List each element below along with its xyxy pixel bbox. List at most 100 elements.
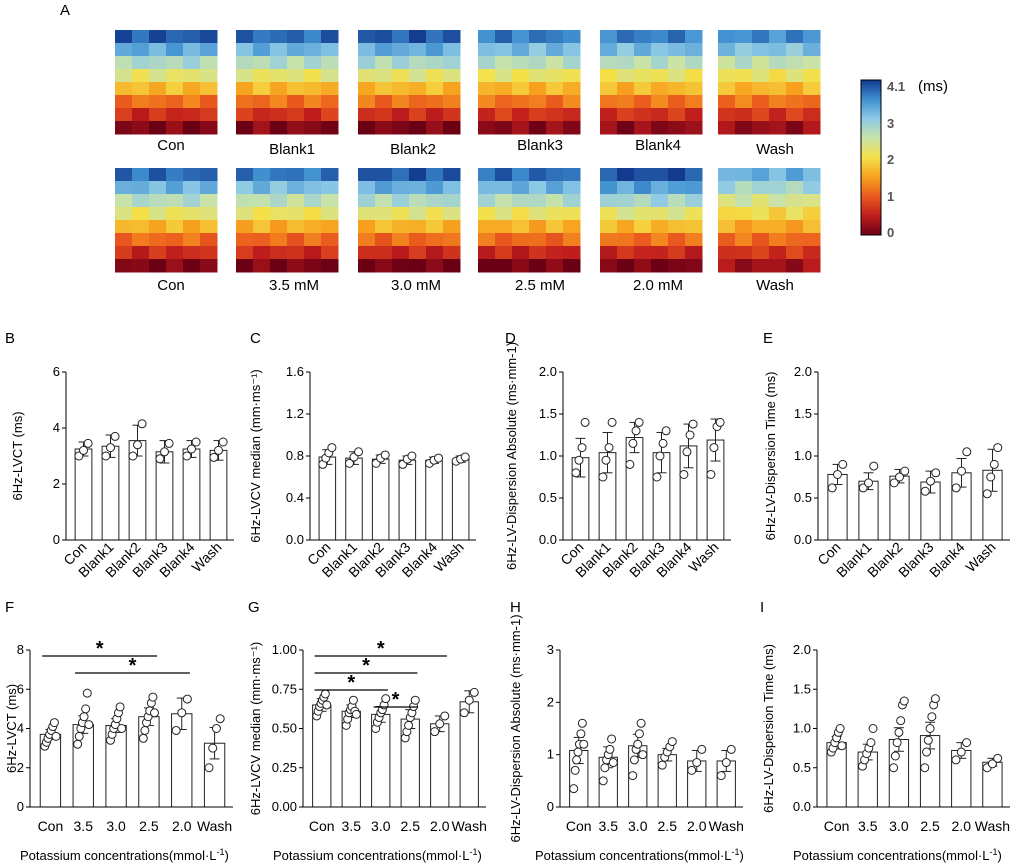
- data-point: [598, 472, 608, 482]
- heatmap-cell: [409, 207, 427, 221]
- heatmap-cell: [617, 181, 635, 195]
- heatmap-cell: [149, 95, 167, 109]
- bar: [345, 457, 363, 541]
- heatmap-cell: [735, 220, 753, 234]
- heatmap-cell: [304, 69, 322, 83]
- heatmap-cell: [718, 43, 736, 57]
- y-tick-label: 1.0: [793, 721, 811, 736]
- x-tick-label: 3.5: [858, 818, 878, 834]
- heatmap-cell: [236, 194, 254, 208]
- heatmap-cell: [236, 220, 254, 234]
- heatmap-cell: [166, 121, 184, 135]
- data-point: [892, 738, 902, 748]
- heatmap-cell: [546, 233, 564, 247]
- heatmap-cell: [236, 30, 254, 44]
- data-point: [925, 724, 935, 733]
- heatmap-cell: [685, 69, 703, 83]
- svg-text:Potassium concentrations(mmol·: Potassium concentrations(mmol·L-1): [20, 847, 229, 863]
- heatmap-cell: [375, 246, 393, 260]
- data-point: [601, 455, 611, 465]
- heatmap-cell: [287, 207, 305, 221]
- heatmap-cell: [546, 181, 564, 195]
- heatmap-cell: [668, 69, 686, 83]
- data-point: [927, 712, 937, 722]
- heatmap-cell: [115, 233, 133, 247]
- heatmap-cell: [617, 121, 635, 135]
- x-tick-label: 3.5: [342, 818, 362, 834]
- heatmap-cell: [752, 259, 770, 273]
- heatmap-cell: [668, 108, 686, 122]
- data-point: [835, 724, 845, 733]
- colorbar-tick-1: 1: [887, 189, 894, 204]
- data-point: [661, 426, 671, 436]
- heatmap-cell: [304, 259, 322, 273]
- heatmap-cell: [392, 207, 410, 221]
- heatmap-cell: [651, 259, 669, 273]
- y-axis-label: 6Hz-LVCV median (mm·ms⁻¹): [248, 642, 263, 815]
- heatmap-cell: [287, 259, 305, 273]
- colorbar-unit: (ms): [918, 78, 948, 95]
- heatmap-cell: [495, 181, 513, 195]
- heatmap-cell: [287, 168, 305, 182]
- heatmap-cell: [321, 220, 339, 234]
- heatmap-cell: [718, 233, 736, 247]
- y-tick-label: 0.8: [286, 448, 304, 463]
- heatmap-cell: [495, 220, 513, 234]
- heatmap-cell: [563, 43, 581, 57]
- heatmap-cell: [409, 69, 427, 83]
- heatmap-cell: [563, 30, 581, 44]
- heatmap-cell: [253, 181, 271, 195]
- heatmap-cell: [529, 259, 547, 273]
- heatmap-cell: [752, 30, 770, 44]
- heatmap-cell: [803, 82, 821, 96]
- data-point: [628, 771, 638, 781]
- heatmap-cell: [443, 30, 461, 44]
- data-point: [868, 724, 878, 733]
- data-point: [923, 735, 933, 745]
- heatmap-cell: [392, 43, 410, 57]
- heatmap-cell: [512, 233, 530, 247]
- heatmap-cell: [409, 56, 427, 70]
- heatmap-cell: [563, 82, 581, 96]
- heatmap-cell: [200, 194, 218, 208]
- heatmap-cell: [236, 95, 254, 109]
- heatmap-cell: [287, 246, 305, 260]
- heatmap-cell: [166, 220, 184, 234]
- heatmap-cell: [443, 108, 461, 122]
- heatmap-cell: [529, 30, 547, 44]
- significance-star: *: [377, 638, 385, 660]
- data-point: [218, 437, 228, 447]
- data-point: [920, 763, 930, 773]
- data-point: [74, 731, 84, 741]
- x-tick-label: Blank4: [926, 539, 968, 581]
- heatmap-cell: [685, 168, 703, 182]
- heatmap-cell: [115, 108, 133, 122]
- data-point: [715, 417, 725, 427]
- heatmap-cell: [321, 56, 339, 70]
- data-point: [986, 472, 996, 482]
- data-point: [209, 452, 219, 462]
- data-point: [211, 724, 221, 733]
- data-point: [962, 447, 972, 457]
- heatmap-cell: [563, 108, 581, 122]
- data-point: [685, 430, 695, 440]
- heatmap-cell: [529, 121, 547, 135]
- heatmap-cell: [617, 56, 635, 70]
- y-axis-label: 6Hz-LV-Dispersion Absolute (ms·mm-1): [504, 342, 519, 570]
- heatmap-cell: [253, 246, 271, 260]
- heatmap-cell: [769, 220, 787, 234]
- heatmap-cell: [270, 194, 288, 208]
- heatmap-cell: [304, 246, 322, 260]
- heatmap-cell: [478, 181, 496, 195]
- heatmap-cell: [563, 259, 581, 273]
- data-point: [579, 739, 589, 749]
- y-tick-label: 1.5: [793, 681, 811, 696]
- panel-i-letter: I: [760, 599, 764, 616]
- heatmap-cell: [718, 207, 736, 221]
- heatmap-cell: [287, 56, 305, 70]
- heatmap-cell: [651, 56, 669, 70]
- heatmap-cell: [426, 43, 444, 57]
- heatmap-cell: [495, 207, 513, 221]
- heatmap-cell: [166, 30, 184, 44]
- y-tick-label: 0.0: [794, 532, 812, 547]
